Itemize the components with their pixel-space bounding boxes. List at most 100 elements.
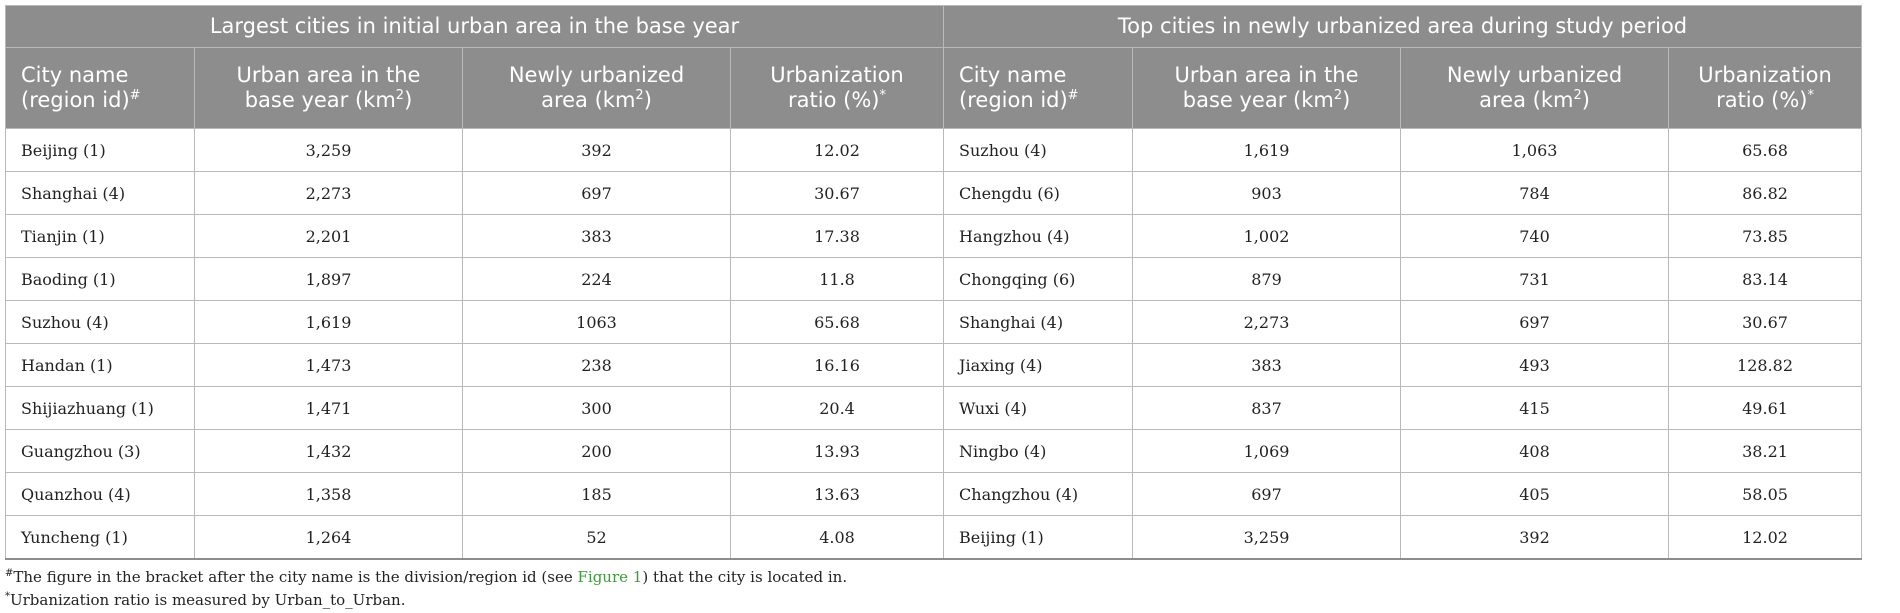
col-urban-area-left: Urban area in the base year (km2) [194, 47, 463, 129]
col-ratio-left: Urbanization ratio (%)* [729, 47, 945, 129]
left-ratio-cell: 65.68 [729, 300, 945, 344]
left-newly-urbanized-cell: 200 [462, 429, 731, 473]
left-city-name-cell: Quanzhou (4) [5, 472, 195, 516]
right-newly-urbanized-cell: 405 [1400, 472, 1670, 516]
right-urban-area-cell: 3,259 [1132, 515, 1402, 560]
right-urban-area-cell: 2,273 [1132, 300, 1402, 344]
right-urban-area-cell: 879 [1132, 257, 1402, 301]
left-ratio-cell: 12.02 [729, 128, 945, 172]
left-city-name-cell: Shanghai (4) [5, 171, 195, 215]
right-ratio-cell: 58.05 [1668, 472, 1863, 516]
col-ratio-right: Urbanization ratio (%)* [1668, 47, 1863, 129]
table-row: Shanghai (4) 2,273 697 30.67 Chengdu (6) 903 7… [5, 171, 1863, 215]
left-urban-area-cell: 1,471 [194, 386, 463, 430]
left-city-name-cell: Shijiazhuang (1) [5, 386, 195, 430]
col-newly-urbanized-right: Newly urbanized area (km2) [1400, 47, 1670, 129]
right-city-name-cell: Beijing (1) [943, 515, 1134, 560]
left-city-name-cell: Baoding (1) [5, 257, 195, 301]
left-ratio-cell: 4.08 [729, 515, 945, 560]
left-city-name-cell: Yuncheng (1) [5, 515, 195, 560]
left-city-name-cell: Suzhou (4) [5, 300, 195, 344]
left-city-name-cell: Handan (1) [5, 343, 195, 387]
left-urban-area-cell: 3,259 [194, 128, 463, 172]
right-urban-area-cell: 697 [1132, 472, 1402, 516]
right-newly-urbanized-cell: 415 [1400, 386, 1670, 430]
left-ratio-cell: 17.38 [729, 214, 945, 258]
table-row: Shijiazhuang (1) 1,471 300 20.4 Wuxi (4) 837 4… [5, 386, 1863, 430]
table-row: Baoding (1) 1,897 224 11.8 Chongqing (6) 879 7… [5, 257, 1863, 301]
left-city-name-cell: Guangzhou (3) [5, 429, 195, 473]
figure-1-link[interactable]: Figure 1 [577, 568, 643, 586]
right-city-name-cell: Ningbo (4) [943, 429, 1134, 473]
right-newly-urbanized-cell: 1,063 [1400, 128, 1670, 172]
right-city-name-cell: Suzhou (4) [943, 128, 1134, 172]
table-row: Guangzhou (3) 1,432 200 13.93 Ningbo (4) 1,06… [5, 429, 1863, 473]
left-urban-area-cell: 1,619 [194, 300, 463, 344]
right-city-name-cell: Hangzhou (4) [943, 214, 1134, 258]
right-city-name-cell: Shanghai (4) [943, 300, 1134, 344]
left-urban-area-cell: 1,432 [194, 429, 463, 473]
group-header-row: Largest cities in initial urban area in … [4, 5, 1863, 48]
left-ratio-cell: 16.16 [729, 343, 945, 387]
left-urban-area-cell: 1,264 [194, 515, 463, 560]
right-newly-urbanized-cell: 392 [1400, 515, 1670, 560]
footnote-urbanization-ratio: *Urbanization ratio is measured by Urban… [5, 591, 406, 609]
right-newly-urbanized-cell: 740 [1400, 214, 1670, 258]
left-newly-urbanized-cell: 224 [462, 257, 731, 301]
left-ratio-cell: 13.63 [729, 472, 945, 516]
left-ratio-cell: 11.8 [729, 257, 945, 301]
table-row: Quanzhou (4) 1,358 185 13.63 Changzhou (4) 69… [5, 472, 1863, 516]
right-ratio-cell: 83.14 [1668, 257, 1863, 301]
table-body: Beijing (1) 3,259 392 12.02 Suzhou (4) 1,619 1… [5, 128, 1863, 560]
left-newly-urbanized-cell: 238 [462, 343, 731, 387]
right-newly-urbanized-cell: 697 [1400, 300, 1670, 344]
left-city-name-cell: Beijing (1) [5, 128, 195, 172]
table-row: Tianjin (1) 2,201 383 17.38 Hangzhou (4) 1,00… [5, 214, 1863, 258]
right-urban-area-cell: 903 [1132, 171, 1402, 215]
left-city-name-cell: Tianjin (1) [5, 214, 195, 258]
right-urban-area-cell: 1,002 [1132, 214, 1402, 258]
left-newly-urbanized-cell: 1063 [462, 300, 731, 344]
table-container: Largest cities in initial urban area in … [4, 5, 1863, 612]
table-row: Suzhou (4) 1,619 1063 65.68 Shanghai (4) 2,27… [5, 300, 1863, 344]
left-newly-urbanized-cell: 52 [462, 515, 731, 560]
right-city-name-cell: Wuxi (4) [943, 386, 1134, 430]
right-ratio-cell: 49.61 [1668, 386, 1863, 430]
right-urban-area-cell: 837 [1132, 386, 1402, 430]
left-newly-urbanized-cell: 383 [462, 214, 731, 258]
left-ratio-cell: 30.67 [729, 171, 945, 215]
right-urban-area-cell: 1,069 [1132, 429, 1402, 473]
right-urban-area-cell: 1,619 [1132, 128, 1402, 172]
right-city-name-cell: Chongqing (6) [943, 257, 1134, 301]
right-ratio-cell: 73.85 [1668, 214, 1863, 258]
right-ratio-cell: 30.67 [1668, 300, 1863, 344]
left-urban-area-cell: 1,473 [194, 343, 463, 387]
right-city-name-cell: Chengdu (6) [943, 171, 1134, 215]
left-newly-urbanized-cell: 392 [462, 128, 731, 172]
left-ratio-cell: 13.93 [729, 429, 945, 473]
group-header-right: Top cities in newly urbanized area durin… [943, 5, 1863, 48]
left-newly-urbanized-cell: 300 [462, 386, 731, 430]
urbanization-table: Largest cities in initial urban area in … [4, 5, 1863, 560]
left-newly-urbanized-cell: 185 [462, 472, 731, 516]
right-ratio-cell: 65.68 [1668, 128, 1863, 172]
right-newly-urbanized-cell: 731 [1400, 257, 1670, 301]
col-urban-area-right: Urban area in the base year (km2) [1132, 47, 1402, 129]
right-newly-urbanized-cell: 493 [1400, 343, 1670, 387]
right-ratio-cell: 128.82 [1668, 343, 1863, 387]
right-ratio-cell: 86.82 [1668, 171, 1863, 215]
right-newly-urbanized-cell: 408 [1400, 429, 1670, 473]
col-newly-urbanized-left: Newly urbanized area (km2) [462, 47, 731, 129]
right-ratio-cell: 12.02 [1668, 515, 1863, 560]
right-city-name-cell: Changzhou (4) [943, 472, 1134, 516]
col-city-name-left: City name (region id)# [5, 47, 195, 129]
left-urban-area-cell: 2,273 [194, 171, 463, 215]
left-urban-area-cell: 1,897 [194, 257, 463, 301]
table-row: Handan (1) 1,473 238 16.16 Jiaxing (4) 383 493… [5, 343, 1863, 387]
footnote-region-id: #The figure in the bracket after the cit… [5, 568, 848, 586]
left-urban-area-cell: 2,201 [194, 214, 463, 258]
right-newly-urbanized-cell: 784 [1400, 171, 1670, 215]
group-header-left: Largest cities in initial urban area in … [4, 5, 945, 48]
left-urban-area-cell: 1,358 [194, 472, 463, 516]
table-footnotes: #The figure in the bracket after the cit… [5, 566, 1861, 612]
